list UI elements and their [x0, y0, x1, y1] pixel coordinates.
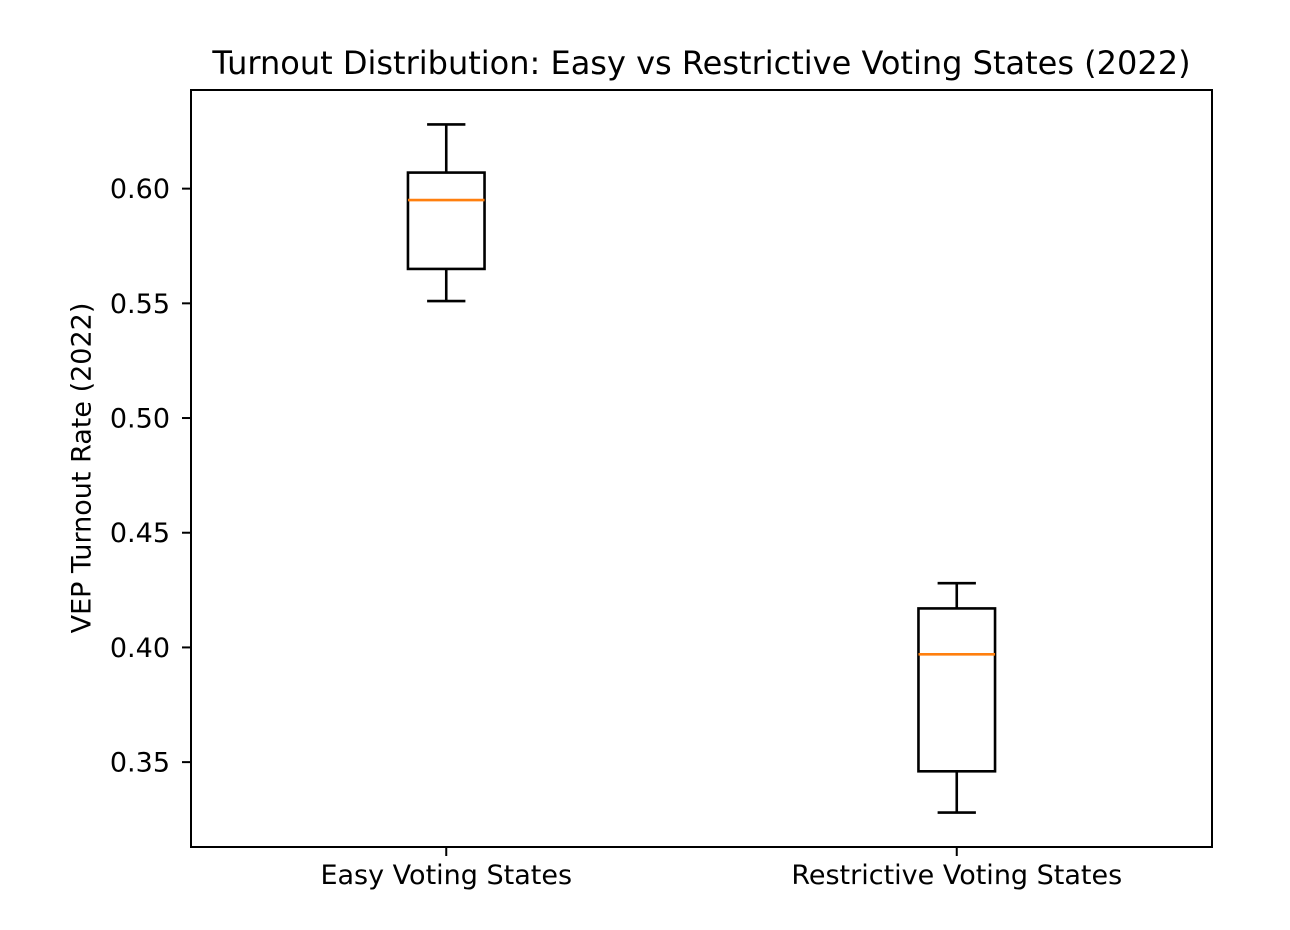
y-tick-label: 0.45	[110, 518, 170, 549]
box-rect-1	[406, 171, 486, 271]
x-tick-label: Restrictive Voting States	[791, 860, 1122, 891]
y-tick-label: 0.50	[110, 404, 170, 435]
y-tick-label: 0.55	[110, 289, 170, 320]
chart-title: Turnout Distribution: Easy vs Restrictiv…	[212, 44, 1191, 82]
x-tick-label: Easy Voting States	[320, 860, 572, 891]
box-rect-2	[917, 607, 997, 773]
y-tick-label: 0.40	[110, 633, 170, 664]
y-tick-label: 0.35	[110, 748, 170, 779]
axes-frame	[190, 89, 1213, 848]
y-tick-label: 0.60	[110, 174, 170, 205]
